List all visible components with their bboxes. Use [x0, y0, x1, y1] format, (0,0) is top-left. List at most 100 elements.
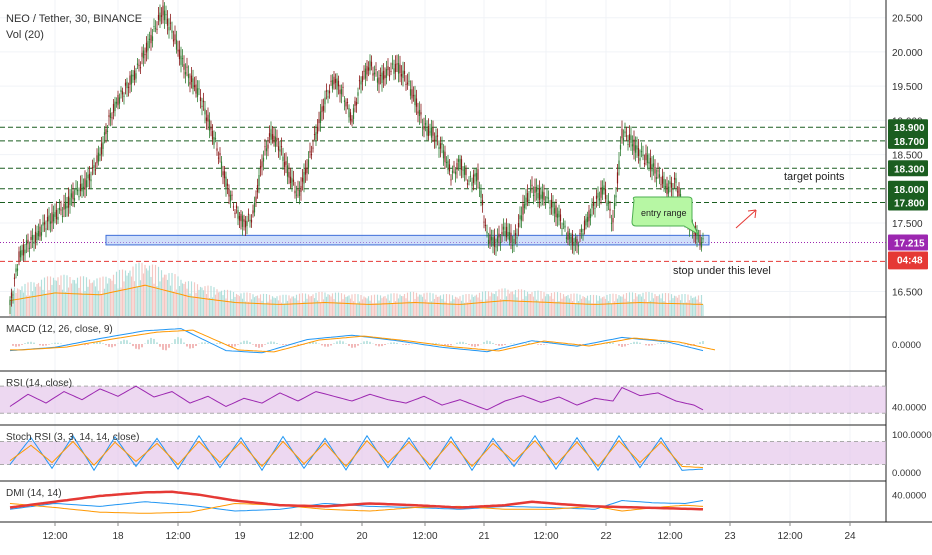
rsi-pane[interactable]: RSI (14, close)	[0, 378, 886, 413]
volume-bar	[479, 293, 480, 316]
macd-histogram-bar	[658, 343, 659, 344]
candle-body	[672, 189, 673, 190]
volume-bar	[179, 286, 180, 316]
volume-bar	[93, 280, 94, 316]
candle-body	[521, 215, 522, 220]
candle-body	[126, 82, 127, 88]
candle-body	[413, 95, 414, 96]
volume-bar	[560, 293, 561, 316]
volume-bar	[323, 299, 324, 316]
candle-body	[116, 102, 117, 104]
volume-bar	[563, 294, 564, 316]
volume-bar	[287, 301, 288, 316]
candle-body	[405, 84, 406, 85]
volume-bar	[332, 293, 333, 316]
volume-bar	[315, 293, 316, 316]
macd-line	[10, 329, 703, 353]
candle-body	[492, 237, 493, 245]
volume-bar	[608, 301, 609, 316]
candle-body	[503, 227, 504, 230]
candle-body	[62, 216, 63, 217]
macd-histogram-bar	[460, 342, 461, 344]
candle-body	[591, 204, 592, 208]
candle-body	[204, 109, 205, 115]
candle-body	[594, 208, 595, 209]
candle-body	[18, 251, 19, 261]
volume-bar	[387, 295, 388, 316]
candle-body	[588, 210, 589, 221]
volume-bar	[257, 295, 258, 316]
macd-histogram-bar	[40, 344, 41, 345]
volume-bar	[149, 266, 150, 316]
volume-bar	[599, 296, 600, 316]
candle-body	[468, 181, 469, 182]
volume-bar	[135, 264, 136, 316]
volume-bar	[539, 301, 540, 316]
macd-histogram-bar	[250, 342, 251, 344]
candle-body	[419, 110, 420, 116]
entry-range-box[interactable]	[106, 235, 709, 245]
macd-histogram-bar	[205, 342, 206, 344]
candle-body	[669, 181, 670, 184]
candle-body	[188, 74, 189, 78]
candle-body	[12, 294, 13, 295]
candle-body	[21, 250, 22, 255]
volume-bar	[629, 292, 630, 316]
macd-histogram-bar	[472, 344, 473, 346]
volume-bar	[504, 288, 505, 316]
volume-bar	[398, 298, 399, 316]
candle-body	[44, 222, 45, 224]
volume-bar	[465, 294, 466, 316]
volume-bar	[216, 289, 217, 316]
candle-body	[569, 233, 570, 239]
candle-body	[647, 155, 648, 163]
candle-body	[693, 233, 694, 234]
candle-body	[131, 75, 132, 85]
stoch-rsi-pane[interactable]: Stoch RSI (3, 3, 14, 14, close)	[0, 432, 886, 470]
candle-body	[485, 225, 486, 226]
macd-histogram-bar	[667, 343, 668, 344]
candle-body	[291, 178, 292, 187]
volume-bar	[399, 295, 400, 316]
candle-body	[620, 145, 621, 150]
candle-body	[146, 43, 147, 53]
candle-body	[330, 81, 331, 82]
volume-bar	[335, 293, 336, 316]
volume-bar	[441, 299, 442, 316]
candle-body	[71, 193, 72, 197]
entry-range-rect[interactable]	[106, 235, 709, 245]
volume-bar	[527, 292, 528, 316]
volume-bar	[491, 292, 492, 316]
volume-bar	[36, 284, 37, 316]
volume-bar	[248, 302, 249, 316]
candle-body	[654, 167, 655, 173]
candle-body	[144, 54, 145, 55]
candle-body	[89, 174, 90, 181]
candle-body	[231, 195, 232, 196]
candle-body	[219, 153, 220, 155]
volume-bar	[452, 295, 453, 316]
macd-histogram-bar	[112, 344, 113, 347]
candle-body	[551, 200, 552, 207]
macd-histogram-bar	[268, 342, 269, 344]
volume-bar	[555, 302, 556, 316]
candle-body	[333, 77, 334, 85]
candle-body	[108, 115, 109, 117]
candle-body	[525, 198, 526, 206]
volume-bar	[368, 296, 369, 316]
macd-histogram-bar	[409, 344, 410, 345]
macd-histogram-bar	[88, 344, 89, 345]
volume-bar	[255, 296, 256, 316]
macd-pane[interactable]: MACD (12, 26, close, 9)	[6, 324, 715, 353]
price-axis[interactable]: 20.50020.00019.50019.00018.50017.50016.5…	[888, 14, 932, 502]
macd-histogram-bar	[496, 344, 497, 345]
volume-bar	[30, 282, 31, 316]
volume-bar	[57, 277, 58, 316]
volume-bar	[260, 294, 261, 316]
dmi-pane[interactable]: DMI (14, 14)	[6, 488, 703, 513]
candle-body	[393, 68, 394, 73]
candle-body	[132, 75, 133, 76]
